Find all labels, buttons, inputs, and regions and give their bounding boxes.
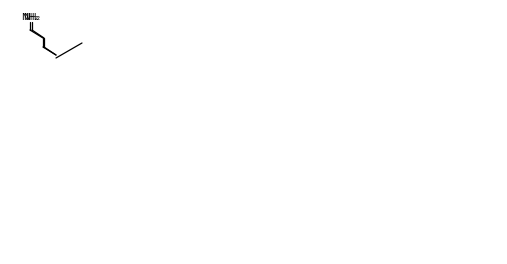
Text: NH₂: NH₂ (23, 12, 41, 21)
Text: NH₂: NH₂ (21, 13, 39, 22)
